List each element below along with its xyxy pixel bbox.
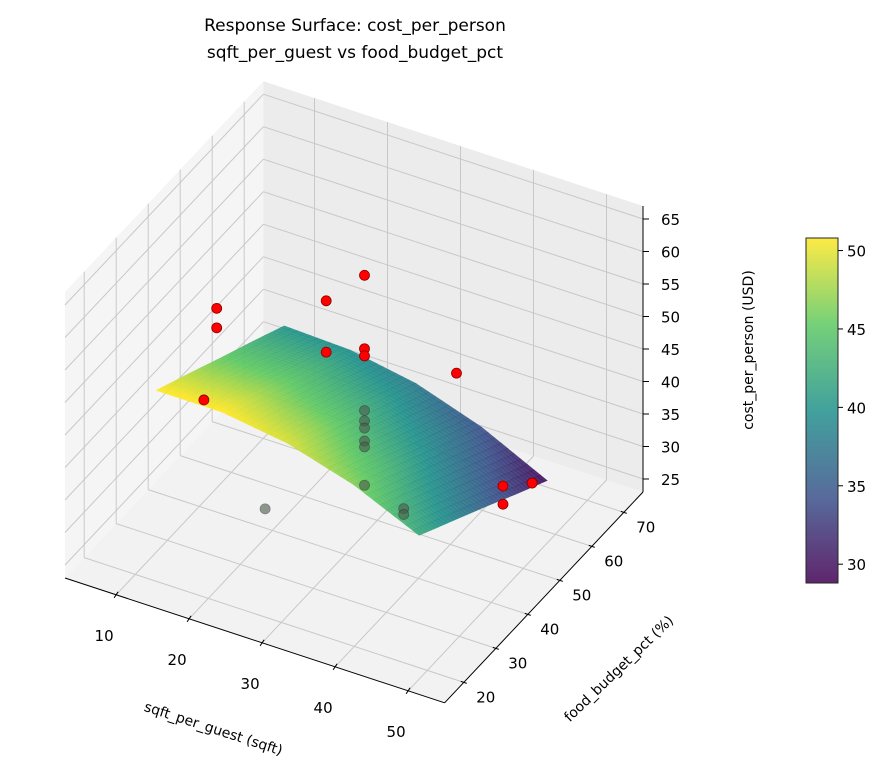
gridline-z: [64, 191, 264, 403]
z-axis-label: cost_per_person (USD): [741, 270, 757, 430]
y-tick: [524, 612, 531, 616]
gridline-z: [64, 158, 264, 371]
scatter-point: [198, 394, 210, 406]
z-tick-label: 30: [661, 439, 680, 457]
scatter-point: [259, 503, 271, 515]
x-tick: [186, 615, 192, 623]
colorbar: 30 35 40 45 50: [805, 237, 866, 584]
x-tick-label: 10: [95, 627, 114, 645]
y-tick: [556, 578, 563, 582]
y-tick-label: 40: [540, 620, 559, 638]
colorbar-tick-label: 50: [847, 243, 866, 261]
x-tick: [259, 639, 265, 647]
x-axis-line: [64, 577, 445, 704]
colorbar-tick-label: 45: [847, 321, 866, 339]
y-tick-label: 70: [636, 518, 655, 536]
x-axis-label: sqft_per_guest (sqft): [142, 699, 284, 759]
gridline-z: [263, 191, 644, 317]
y-axis-label: food_budget_pct (%): [561, 613, 677, 725]
y-tick-label: 30: [508, 654, 527, 672]
response-surface: [155, 325, 548, 536]
x-tick-label: 40: [314, 699, 333, 717]
gridline-z: [263, 93, 644, 220]
gridline-x: [407, 479, 607, 692]
y-tick: [620, 510, 627, 514]
axis-lines: [64, 206, 649, 704]
z-tick-label: 40: [661, 374, 680, 392]
y-tick: [588, 544, 595, 548]
scatter-point: [359, 479, 370, 491]
scatter-point: [359, 269, 370, 281]
z-tick-label: 35: [661, 406, 680, 424]
scatter-point: [359, 441, 370, 453]
scatter-point: [359, 350, 370, 362]
chart-title: Response Surface: cost_per_person: [204, 16, 506, 36]
tick-labels: 10 20 30 40 50 20 30 40 50 60 70 25 30 35 40 45 50 55 60 65: [95, 211, 681, 741]
gridline-z: [64, 256, 264, 468]
colorbar-tick-label: 35: [847, 478, 866, 496]
gridline-y: [116, 523, 496, 649]
z-tick-label: 50: [661, 309, 680, 327]
y-tick: [460, 680, 467, 684]
scatter-point: [451, 367, 462, 379]
x-tick: [332, 663, 338, 671]
z-tick-label: 65: [661, 211, 680, 229]
z-tick-label: 60: [661, 244, 680, 262]
x-tick-label: 20: [168, 651, 187, 669]
scatter-point: [398, 509, 410, 520]
y-tick-label: 20: [476, 688, 495, 706]
scatter-point: [211, 322, 223, 334]
surface-patch: [411, 528, 423, 536]
y-tick-label: 50: [572, 586, 591, 604]
gridline-z: [263, 256, 644, 382]
x-tick-label: 30: [241, 675, 260, 693]
gridline-z: [263, 126, 644, 252]
gridline-z: [263, 288, 644, 415]
colorbar-gradient: [805, 237, 839, 584]
colorbar-tick-label: 30: [847, 556, 866, 574]
gridline-y: [180, 455, 560, 581]
x-tick-label: 50: [387, 723, 406, 741]
y-tick: [492, 646, 499, 650]
gridline-y: [84, 557, 464, 683]
gridline-z: [64, 223, 264, 436]
gridline-z: [263, 158, 644, 285]
gridline-z: [64, 93, 264, 306]
y-tick-label: 60: [604, 552, 623, 570]
y-axis-line: [444, 491, 644, 704]
gridline-z: [64, 126, 264, 338]
chart-subtitle: sqft_per_guest vs food_budget_pct: [207, 43, 503, 63]
scatter-point: [497, 480, 509, 492]
scatter-point: [359, 405, 370, 416]
z-tick-label: 25: [661, 471, 680, 489]
scatter-point: [497, 498, 509, 510]
z-tick-label: 55: [661, 276, 680, 294]
gridline-z: [263, 223, 644, 350]
scatter-point: [211, 302, 223, 314]
scatter-point: [359, 422, 370, 434]
colorbar-tick-label: 40: [847, 399, 866, 417]
scatter-point: [320, 295, 332, 307]
gridline-z: [64, 288, 264, 501]
scatter-points: [198, 269, 538, 510]
x-tick: [113, 591, 119, 599]
scatter-point: [526, 477, 538, 489]
gridline-y: [148, 489, 528, 615]
scatter-point: [320, 346, 332, 358]
z-tick-label: 45: [661, 341, 680, 359]
x-tick: [405, 687, 411, 695]
